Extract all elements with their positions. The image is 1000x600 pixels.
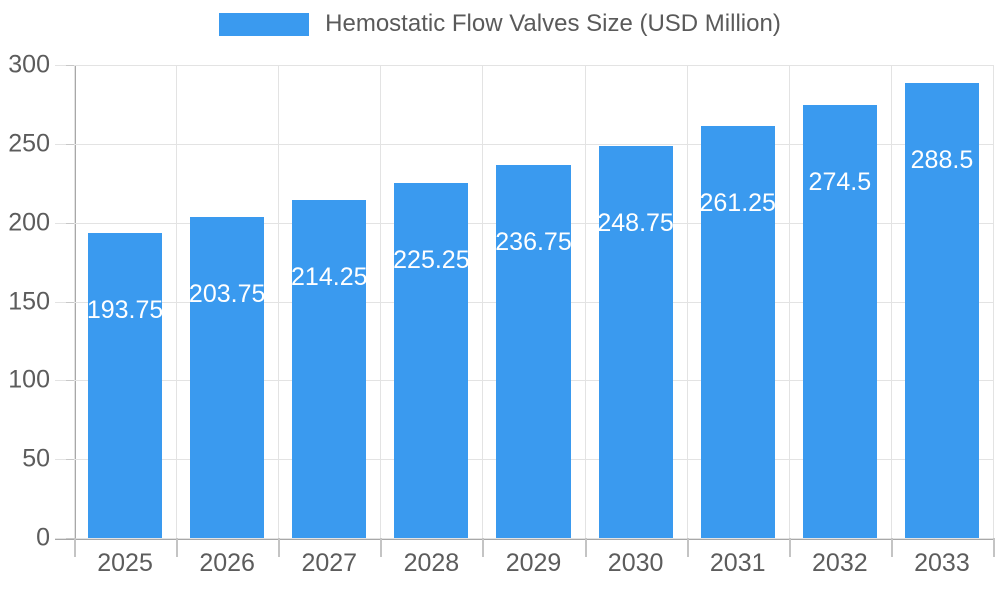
x-axis-tick-label: 2026 [199, 549, 255, 577]
bar[interactable] [292, 200, 367, 538]
y-axis-tick-label: 300 [8, 50, 50, 79]
y-axis-tick-mark [66, 380, 74, 382]
y-axis-tick-label: 100 [8, 365, 50, 394]
x-axis-tick-label: 2032 [812, 549, 868, 577]
gridline-vertical [176, 65, 178, 538]
gridline-horizontal [55, 538, 993, 539]
y-axis-tick-mark [66, 65, 74, 66]
x-axis-tick-mark [993, 538, 995, 557]
x-axis-tick-label: 2033 [914, 549, 970, 577]
y-axis-tick-mark [66, 301, 74, 303]
gridline-vertical [993, 65, 994, 538]
x-axis-tick-mark [278, 538, 281, 557]
y-axis-tick-mark [66, 459, 74, 461]
x-axis-tick-mark [890, 538, 893, 557]
y-axis-tick-mark [66, 538, 74, 539]
gridline-vertical [788, 65, 790, 538]
gridline-horizontal [55, 143, 993, 145]
bar[interactable] [190, 216, 265, 538]
gridline-vertical [74, 65, 75, 538]
x-axis-tick-mark [788, 538, 791, 557]
x-axis-tick-mark [176, 538, 179, 557]
bar[interactable] [496, 164, 571, 538]
legend-color-swatch [219, 12, 310, 36]
x-axis-tick-label: 2030 [607, 549, 664, 577]
bar[interactable] [598, 145, 673, 538]
x-axis-tick-mark [74, 538, 76, 557]
y-axis-tick-mark [66, 222, 74, 224]
chart-legend: Hemostatic Flow Valves Size (USD Million… [0, 12, 1000, 36]
x-axis-line [55, 538, 993, 540]
x-axis-tick-mark [380, 538, 383, 557]
y-axis-tick-label: 0 [36, 523, 50, 552]
x-axis-tick-label: 2028 [403, 549, 460, 577]
plot-area: 193.75 203.75 214.25 225.25 236.75 248.75 261.… [8, 52, 995, 576]
gridline-vertical [890, 65, 892, 538]
bar[interactable] [700, 126, 775, 538]
bar[interactable] [904, 83, 979, 538]
gridline-vertical [584, 65, 586, 538]
y-axis-tick-label: 50 [22, 444, 50, 473]
legend-entry-label: Hemostatic Flow Valves Size (USD Million… [325, 10, 781, 37]
y-axis-tick-label: 150 [8, 287, 50, 315]
bar[interactable] [88, 232, 163, 538]
gridline-vertical [380, 65, 382, 538]
x-axis-tick-mark [482, 538, 485, 557]
gridline-horizontal [55, 65, 993, 66]
bar[interactable] [394, 182, 469, 538]
gridline-vertical [482, 65, 484, 538]
x-axis-tick-mark [686, 538, 689, 557]
x-axis-tick-label: 2031 [709, 549, 766, 577]
bar[interactable] [802, 105, 877, 538]
x-axis-tick-label: 2027 [301, 549, 358, 577]
y-axis-tick-label: 200 [8, 208, 50, 237]
y-axis-tick-mark [66, 143, 74, 145]
x-axis-tick-label: 2025 [97, 549, 153, 577]
x-axis-tick-mark [584, 538, 587, 557]
y-axis-tick-label: 250 [8, 129, 50, 158]
x-axis-tick-label: 2029 [505, 549, 562, 577]
gridline-vertical [686, 65, 688, 538]
gridline-vertical [278, 65, 280, 538]
